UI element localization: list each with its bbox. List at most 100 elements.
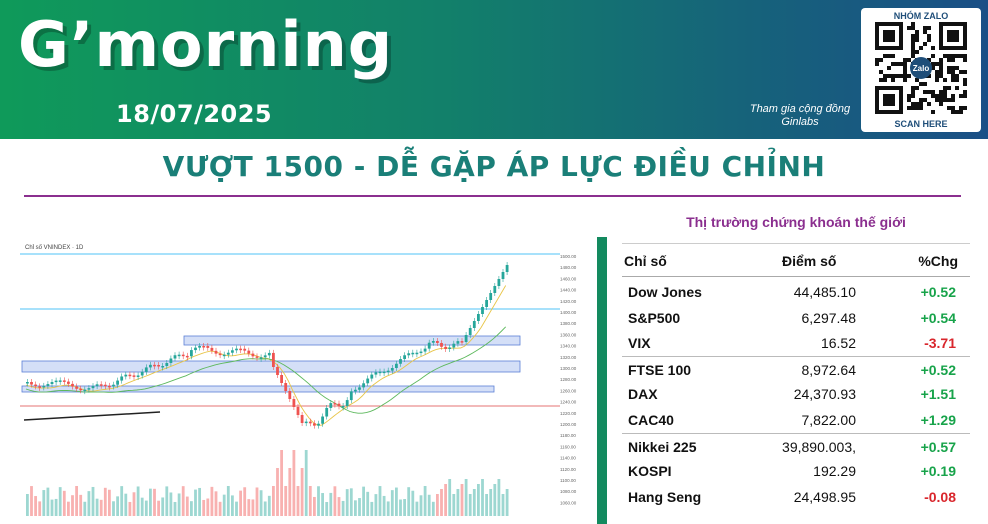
- header-banner: G’morning 18/07/2025 Tham gia cộng đồng …: [0, 0, 988, 139]
- volume-bar: [259, 490, 263, 516]
- candle-body: [362, 383, 365, 388]
- index-change: +0.57: [920, 438, 956, 455]
- volume-bar: [149, 488, 152, 516]
- price-zone: [21, 385, 495, 393]
- volume-bar: [103, 487, 107, 516]
- candle-body: [329, 403, 333, 408]
- volume-bar: [419, 495, 423, 516]
- candle-body: [395, 363, 398, 369]
- volume-bar: [42, 490, 46, 516]
- price-tick-label: 1240.00: [560, 400, 577, 405]
- candle-body: [210, 347, 214, 351]
- table-row: KOSPI 192.29 +0.19: [622, 458, 970, 484]
- volume-bar: [251, 499, 255, 516]
- candle-body: [399, 359, 402, 364]
- candle-body: [161, 365, 165, 368]
- col-points-header: Điểm số: [782, 253, 837, 269]
- candle-body: [403, 355, 406, 360]
- candle-body: [345, 400, 349, 406]
- volume-bar: [460, 484, 464, 516]
- index-change: +1.29: [920, 411, 956, 428]
- qr-logo-text: Zalo: [913, 64, 930, 73]
- candle-body: [460, 341, 464, 343]
- volume-bar: [124, 493, 128, 516]
- volume-bar: [120, 486, 124, 516]
- candle-body: [185, 355, 189, 358]
- volume-bar: [477, 484, 480, 516]
- volume-bar: [190, 501, 193, 516]
- zalo-qr-card[interactable]: NHÓM ZALO Zalo SCAN HERE: [861, 8, 981, 132]
- candle-body: [239, 348, 242, 351]
- volume-bar: [423, 486, 427, 516]
- price-tick-label: 1340.00: [560, 344, 577, 349]
- price-tick-label: 1180.00: [560, 433, 576, 438]
- table-row: CAC40 7,822.00 +1.29: [622, 407, 970, 433]
- price-zone: [21, 360, 521, 373]
- candle-body: [374, 372, 378, 375]
- candle-body: [75, 386, 78, 389]
- index-name: DAX: [628, 386, 658, 403]
- volume-bar: [366, 491, 370, 516]
- moving-average-line: [25, 326, 507, 414]
- volume-bar: [165, 486, 169, 516]
- index-change: +0.19: [920, 463, 956, 480]
- volume-bar: [112, 501, 115, 516]
- volume-bar: [296, 486, 300, 516]
- candle-body: [214, 350, 218, 354]
- price-tick-label: 1400.00: [560, 310, 577, 315]
- volume-bar: [202, 499, 206, 516]
- candle-body: [243, 348, 247, 351]
- volume-bar: [452, 494, 456, 516]
- candle-body: [226, 352, 230, 355]
- volume-bar: [169, 492, 173, 516]
- price-tick-label: 1260.00: [560, 388, 577, 393]
- candle-body: [181, 354, 185, 357]
- volume-bar: [321, 493, 324, 516]
- col-change-header: %Chg: [918, 253, 958, 269]
- index-change: -0.08: [924, 488, 956, 505]
- candle-body: [108, 385, 111, 388]
- candle-body: [341, 405, 345, 408]
- candle-body: [485, 300, 488, 307]
- candle-body: [325, 407, 329, 417]
- chart-header: Chỉ số VNINDEX · 1D: [25, 244, 84, 251]
- candle-body: [419, 351, 423, 354]
- volume-bar: [501, 494, 505, 516]
- candle-body: [358, 387, 361, 390]
- candle-body: [267, 352, 271, 356]
- volume-bar: [497, 479, 501, 516]
- index-name: S&P500: [628, 309, 681, 326]
- candle-body: [468, 328, 472, 335]
- moving-average-line: [25, 285, 507, 426]
- candle-body: [272, 352, 275, 367]
- candle-body: [411, 352, 415, 355]
- candle-body: [440, 342, 443, 347]
- candle-body: [222, 354, 226, 357]
- candle-body: [54, 380, 58, 383]
- volume-bar: [132, 492, 136, 516]
- candle-body: [481, 307, 484, 314]
- volume-bar: [153, 488, 156, 516]
- candle-body: [95, 384, 99, 387]
- candle-body: [87, 388, 91, 390]
- index-change: -3.71: [924, 335, 956, 352]
- price-tick-label: 1440.00: [560, 288, 577, 293]
- candle-body: [415, 352, 419, 355]
- vnindex-chart: Chỉ số VNINDEX · 1D 1500.00 1480.00 1460.0…: [20, 238, 582, 524]
- candle-body: [296, 407, 300, 415]
- price-tick-label: 1120.00: [560, 467, 576, 472]
- volume-bar: [218, 501, 222, 516]
- report-date: 18/07/2025: [116, 100, 273, 128]
- candle-body: [112, 384, 115, 387]
- price-tick-label: 1200.00: [560, 422, 577, 427]
- candle-body: [116, 380, 119, 385]
- table-row: DAX 24,370.93 +1.51: [622, 381, 970, 407]
- candle-body: [149, 364, 152, 368]
- volume-bar: [272, 486, 275, 516]
- price-tick-label: 1160.00: [560, 444, 576, 449]
- candle-body: [202, 345, 206, 348]
- volume-bar: [30, 486, 33, 516]
- community-line-2: Ginlabs: [781, 116, 819, 128]
- volume-bar: [399, 499, 402, 516]
- world-markets-table: Chỉ số Điểm số %Chg Dow Jones 44,485.10 +0…: [622, 243, 970, 509]
